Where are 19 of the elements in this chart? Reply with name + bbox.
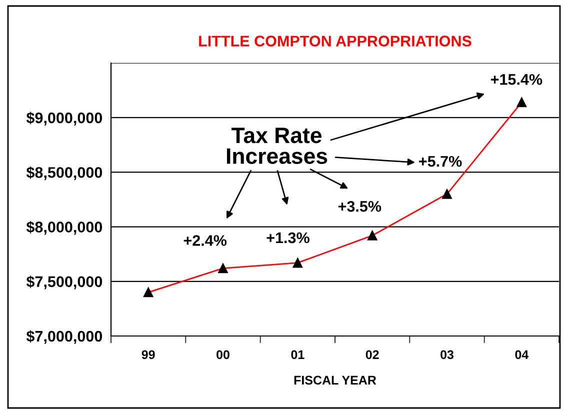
y-tick-label: $8,500,000	[26, 166, 102, 180]
x-tick-label: 02	[366, 350, 379, 360]
x-tick-label: 01	[291, 350, 304, 360]
annotation: +2.4%	[184, 235, 227, 246]
annotation: Tax Rate Increases	[226, 128, 328, 164]
annotation: +5.7%	[419, 156, 462, 167]
y-tick-label: $9,000,000	[26, 112, 102, 126]
annotation: +3.5%	[338, 200, 382, 212]
y-tick-label: $7,000,000	[26, 330, 102, 344]
chart-title: LITTLE COMPTON APPROPRIATIONS	[199, 36, 472, 46]
x-tick-label: 03	[440, 350, 454, 360]
annotation: +1.3%	[266, 232, 310, 244]
y-tick-label: $7,500,000	[26, 276, 102, 290]
x-axis-title: FISCAL YEAR	[294, 376, 376, 385]
x-tick-label: 00	[216, 350, 230, 360]
annotation: +15.4%	[490, 74, 542, 85]
x-tick-label: 99	[142, 350, 155, 360]
y-tick-label: $8,000,000	[26, 220, 102, 235]
x-tick-label: 04	[515, 350, 529, 360]
